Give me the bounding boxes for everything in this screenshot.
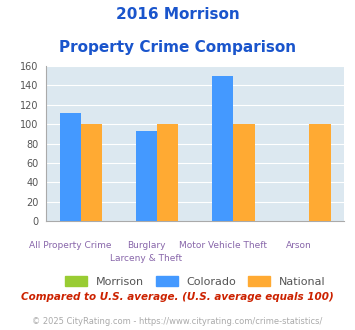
Text: 2016 Morrison: 2016 Morrison	[116, 7, 239, 21]
Text: © 2025 CityRating.com - https://www.cityrating.com/crime-statistics/: © 2025 CityRating.com - https://www.city…	[32, 317, 323, 326]
Bar	[81, 124, 102, 221]
Legend: Morrison, Colorado, National: Morrison, Colorado, National	[65, 276, 325, 287]
Text: Arson: Arson	[286, 241, 312, 249]
Bar	[136, 131, 157, 221]
Bar	[212, 76, 233, 221]
Text: Burglary: Burglary	[127, 241, 166, 249]
Bar	[157, 124, 179, 221]
Bar	[60, 113, 81, 221]
Text: All Property Crime: All Property Crime	[29, 241, 111, 249]
Text: Motor Vehicle Theft: Motor Vehicle Theft	[179, 241, 267, 249]
Bar	[310, 124, 331, 221]
Text: Compared to U.S. average. (U.S. average equals 100): Compared to U.S. average. (U.S. average …	[21, 292, 334, 302]
Bar	[233, 124, 255, 221]
Text: Property Crime Comparison: Property Crime Comparison	[59, 40, 296, 54]
Text: Larceny & Theft: Larceny & Theft	[110, 254, 182, 263]
